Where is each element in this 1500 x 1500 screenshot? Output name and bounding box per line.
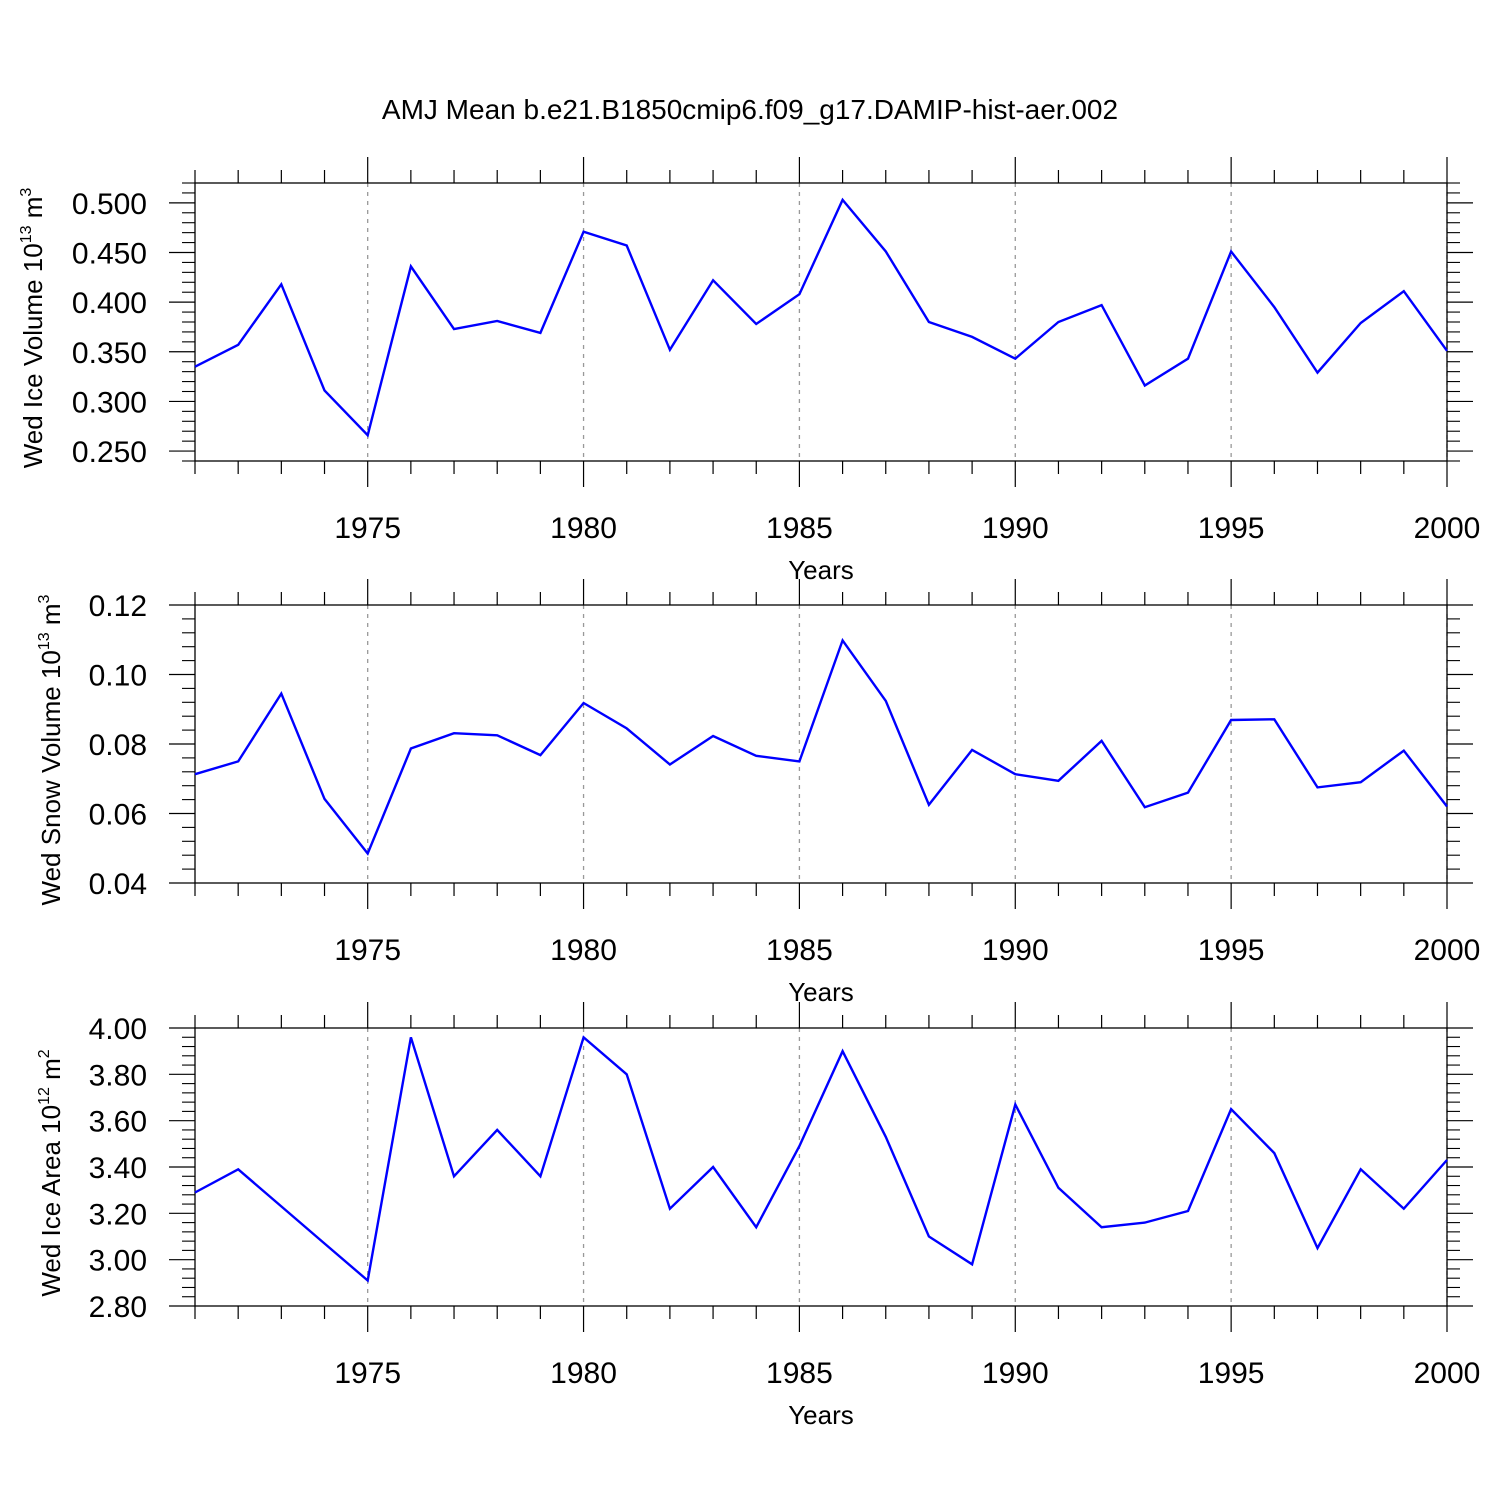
y-axis-title-exponent: 12 <box>36 1087 53 1105</box>
y-axis-title-unit: m <box>36 1058 66 1087</box>
x-tick-label: 1995 <box>1198 1357 1265 1390</box>
x-tick-label: 1980 <box>550 512 617 545</box>
x-tick-label: 1985 <box>766 512 833 545</box>
chart-panels: 0.250 0.300 0.350 0.400 0.450 0.500 1975 1980 19… <box>18 157 1480 1430</box>
y-tick-label: 4.00 <box>89 1013 147 1046</box>
y-axis-title-text: Wed Ice Volume 10 <box>18 243 48 468</box>
y-tick-label: 0.350 <box>72 337 147 370</box>
x-tick-label: 1980 <box>550 1357 617 1390</box>
y-tick-label: 0.400 <box>72 287 147 320</box>
y-axis-title-text: Wed Ice Area 10 <box>36 1105 66 1297</box>
y-axis-title-unit-exponent: 3 <box>18 188 35 197</box>
x-tick-label: 1980 <box>550 934 617 967</box>
y-tick-label: 3.60 <box>89 1106 147 1139</box>
x-tick-label: 1985 <box>766 934 833 967</box>
panel-ice-volume: 0.250 0.300 0.350 0.400 0.450 0.500 1975 1980 19… <box>18 157 1480 585</box>
x-axis-title: Years <box>788 555 854 585</box>
x-tick-label: 1975 <box>334 934 401 967</box>
y-axis-title: Wed Snow Volume 1013 m3 <box>36 594 66 905</box>
series-line <box>194 637 1448 856</box>
x-tick-label: 1975 <box>334 1357 401 1390</box>
y-axis-title: Wed Ice Volume 1013 m3 <box>18 188 48 469</box>
y-axis-title-unit-exponent: 3 <box>36 594 53 603</box>
y-tick-label: 3.20 <box>89 1198 147 1231</box>
x-axis-title: Years <box>788 1400 854 1430</box>
y-tick-label: 3.80 <box>89 1059 147 1092</box>
y-axis-title-exponent: 13 <box>36 632 53 650</box>
x-tick-label: 2000 <box>1414 1357 1481 1390</box>
plot-frame <box>194 1027 1448 1307</box>
x-axis-title: Years <box>788 977 854 1007</box>
y-tick-label: 0.12 <box>89 590 147 623</box>
y-tick-label: 0.250 <box>72 436 147 469</box>
y-tick-label: 0.06 <box>89 799 147 832</box>
x-tick-label: 1975 <box>334 512 401 545</box>
y-tick-label: 3.00 <box>89 1245 147 1278</box>
x-tick-label: 1990 <box>982 934 1049 967</box>
y-tick-label: 0.500 <box>72 188 147 221</box>
x-tick-label: 1990 <box>982 1357 1049 1390</box>
x-tick-label: 1985 <box>766 1357 833 1390</box>
x-tick-label: 1995 <box>1198 934 1265 967</box>
y-axis-title-exponent: 13 <box>18 225 35 243</box>
series-line <box>194 197 1448 438</box>
x-tick-label: 1995 <box>1198 512 1265 545</box>
series-line <box>194 1035 1448 1283</box>
plot-frame <box>194 604 1448 884</box>
y-tick-label: 0.300 <box>72 386 147 419</box>
x-tick-label: 2000 <box>1414 934 1481 967</box>
y-axis-title-unit: m <box>18 197 48 226</box>
panel-ice-area: 2.80 3.00 3.20 3.40 3.60 3.80 4.00 1975 1980 1985… <box>36 1002 1480 1430</box>
y-tick-label: 0.04 <box>89 868 147 901</box>
y-axis-title-unit-exponent: 2 <box>36 1049 53 1058</box>
plot-frame <box>194 182 1448 462</box>
y-tick-label: 0.450 <box>72 238 147 271</box>
y-tick-label: 0.08 <box>89 729 147 762</box>
y-tick-label: 2.80 <box>89 1291 147 1324</box>
y-tick-label: 3.40 <box>89 1152 147 1185</box>
panel-snow-volume: 0.04 0.06 0.08 0.10 0.12 1975 1980 1985 1990 1995… <box>36 579 1480 1007</box>
x-tick-label: 2000 <box>1414 512 1481 545</box>
figure-title: AMJ Mean b.e21.B1850cmip6.f09_g17.DAMIP-… <box>382 94 1118 125</box>
y-tick-label: 0.10 <box>89 660 147 693</box>
y-axis-title-unit: m <box>36 603 66 632</box>
x-tick-label: 1990 <box>982 512 1049 545</box>
y-axis-title-text: Wed Snow Volume 10 <box>36 650 66 905</box>
y-axis-title: Wed Ice Area 1012 m2 <box>36 1049 66 1296</box>
